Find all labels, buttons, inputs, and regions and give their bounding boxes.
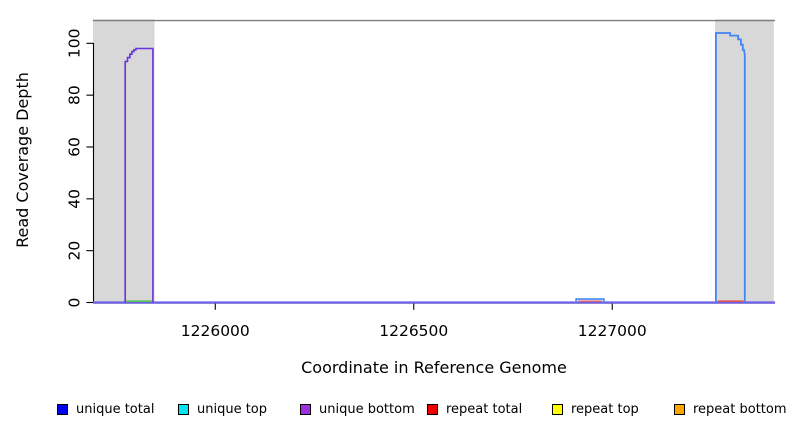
legend-item-repeat-top: repeat top — [552, 401, 639, 417]
left-gray-region — [93, 19, 155, 303]
legend-swatch-unique-total — [57, 403, 68, 415]
legend-item-unique-total: unique total — [57, 401, 154, 417]
legend-swatch-repeat-total — [427, 403, 438, 415]
legend-swatch-unique-top — [178, 403, 189, 415]
y-tick-label: 100 — [66, 29, 84, 59]
legend-item-repeat-total: repeat total — [427, 401, 522, 417]
legend-item-repeat-bottom: repeat bottom — [674, 401, 787, 417]
legend-label: repeat total — [446, 401, 523, 417]
y-tick-label: 60 — [66, 137, 84, 157]
legend-label: unique total — [76, 401, 155, 417]
x-tick-label: 1227000 — [578, 322, 647, 340]
series-mid-bump-blue — [575, 298, 605, 303]
legend-swatch-unique-bottom — [300, 403, 311, 415]
legend-label: repeat top — [571, 401, 639, 417]
legend-item-unique-bottom: unique bottom — [300, 401, 415, 417]
legend-label: unique top — [197, 401, 268, 417]
series-left-peak-unique-bottom — [124, 47, 154, 303]
y-tick-label: 0 — [66, 298, 84, 308]
y-tick-label: 40 — [66, 189, 84, 209]
series-right-peak-unique-top — [715, 32, 746, 303]
y-tick-label: 20 — [66, 241, 84, 261]
legend-swatch-repeat-bottom — [674, 403, 685, 415]
legend-swatch-repeat-top — [552, 403, 563, 415]
y-axis-title: Read Coverage Depth — [13, 72, 32, 248]
x-axis-title: Coordinate in Reference Genome — [301, 358, 567, 377]
x-tick-label: 1226500 — [379, 322, 448, 340]
x-tick-label: 1226000 — [181, 322, 250, 340]
legend-label: unique bottom — [319, 401, 415, 417]
y-tick-label: 80 — [66, 85, 84, 105]
legend-item-unique-top: unique top — [178, 401, 267, 417]
legend-label: repeat bottom — [693, 401, 787, 417]
